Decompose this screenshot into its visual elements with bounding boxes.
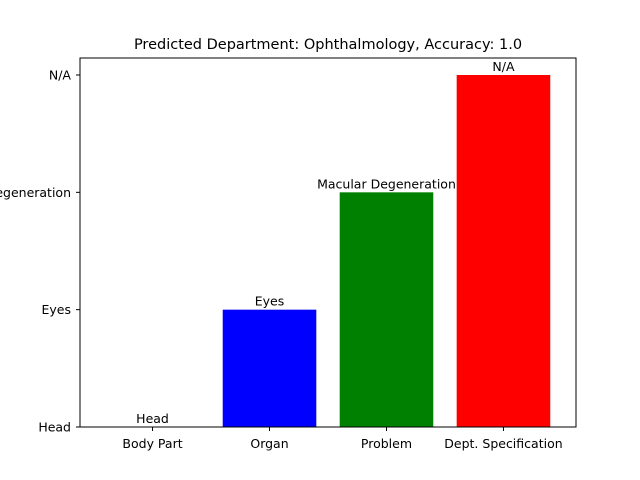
data-label-2: Eyes xyxy=(255,294,285,309)
bar-4 xyxy=(456,75,551,427)
x-tick-label-1: Body Part xyxy=(122,436,182,451)
y-tick-label-4: N/A xyxy=(49,68,72,83)
data-label-4: N/A xyxy=(492,59,515,74)
x-tick-label-4: Dept. Specification xyxy=(444,436,562,451)
chart-title: Predicted Department: Ophthalmology, Acc… xyxy=(134,37,522,53)
x-tick-label-3: Problem xyxy=(361,436,412,451)
plot-area: Head Eyes Macular Degeneration N/A Body Part… xyxy=(0,59,563,451)
data-label-1: Head xyxy=(136,411,169,426)
y-tick-label-2: Eyes xyxy=(42,302,72,317)
bar-3 xyxy=(339,192,434,427)
x-tick-label-2: Organ xyxy=(250,436,288,451)
data-label-3: Macular Degeneration xyxy=(317,176,456,191)
y-tick-label-3: egeneration xyxy=(0,185,71,200)
axes-frame xyxy=(79,57,577,428)
y-tick-label-1: Head xyxy=(38,420,71,435)
bar-2 xyxy=(222,309,317,427)
